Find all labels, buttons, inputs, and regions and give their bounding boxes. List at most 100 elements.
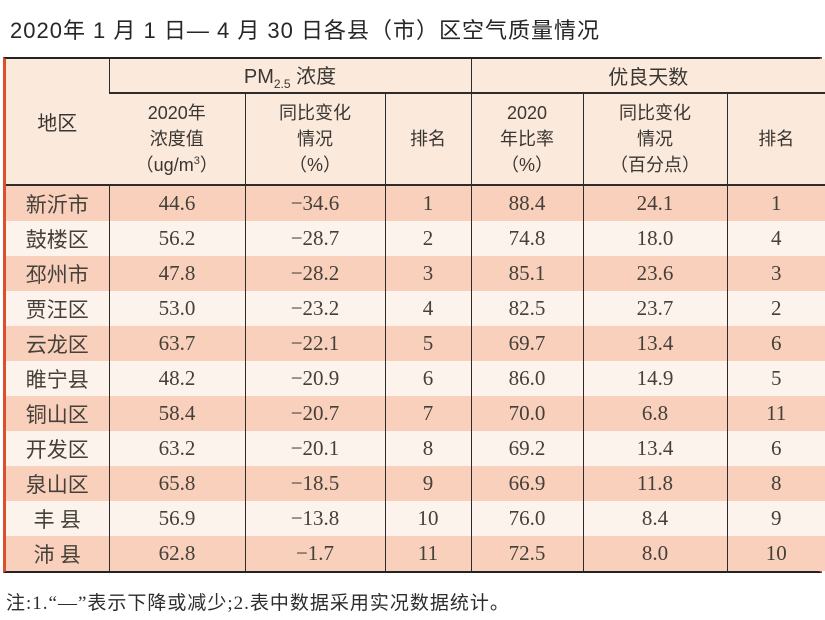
cell-pm-rank: 1 bbox=[384, 185, 472, 221]
cell-days-change: 24.1 bbox=[582, 185, 728, 221]
col-header-concentration: 2020年 浓度值 （ug/m3） bbox=[109, 93, 245, 186]
cell-pm-value: 62.8 bbox=[108, 536, 245, 571]
cell-region: 邳州市 bbox=[25, 262, 89, 287]
col-group-good-days: 优良天数 bbox=[470, 59, 825, 94]
pm25-label-suffix: 浓度 bbox=[290, 66, 337, 88]
cell-region: 贾汪区 bbox=[25, 297, 89, 322]
cell-pm-change: −28.2 bbox=[244, 256, 385, 291]
cell-pm-value: 44.6 bbox=[108, 185, 245, 221]
air-quality-table: 地区 PM2.5 浓度 优良天数 2020年 浓度值 （ug/m3） 同比变化 … bbox=[6, 59, 825, 571]
cell-days-rank: 2 bbox=[726, 291, 825, 326]
col-header-days-change: 同比变化 情况 （百分点） bbox=[582, 93, 728, 186]
cell-pm-value: 53.0 bbox=[108, 291, 245, 326]
cell-pm-change: −13.8 bbox=[244, 501, 385, 536]
cell-pm-value: 63.2 bbox=[108, 431, 245, 466]
cell-days-rank: 1 bbox=[726, 185, 825, 221]
cell-pm-change: −1.7 bbox=[244, 536, 385, 571]
cell-pm-change: −20.9 bbox=[244, 361, 385, 396]
cell-pm-change: −20.1 bbox=[244, 431, 385, 466]
cell-pm-rank: 9 bbox=[384, 466, 472, 501]
cell-region: 睢宁县 bbox=[25, 367, 89, 392]
table-group-header-row: 地区 PM2.5 浓度 优良天数 bbox=[6, 59, 825, 186]
cell-days-rank: 9 bbox=[726, 501, 825, 536]
cell-region: 丰 县 bbox=[33, 507, 81, 532]
cell-pm-rank: 7 bbox=[384, 396, 472, 431]
cell-region: 铜山区 bbox=[25, 402, 89, 427]
pm25-label-prefix: PM bbox=[243, 66, 274, 88]
cell-days-change: 23.7 bbox=[582, 291, 728, 326]
col-header-days-rank: 排名 bbox=[726, 93, 825, 186]
table-row: 贾汪区 53.0 −23.2 4 82.5 23.7 2 bbox=[6, 291, 825, 326]
cell-days-change: 23.6 bbox=[582, 256, 728, 291]
cell-days-ratio: 70.0 bbox=[470, 396, 584, 431]
cell-pm-rank: 10 bbox=[384, 501, 472, 536]
cell-region: 开发区 bbox=[25, 437, 89, 462]
col-header-ratio: 2020 年比率 （%） bbox=[470, 93, 584, 186]
table-row: 开发区 63.2 −20.1 8 69.2 13.4 6 bbox=[6, 431, 825, 466]
cell-days-ratio: 69.2 bbox=[470, 431, 584, 466]
cell-days-ratio: 85.1 bbox=[470, 256, 584, 291]
cell-days-rank: 5 bbox=[726, 361, 825, 396]
cell-pm-change: −22.1 bbox=[244, 326, 385, 361]
cell-days-ratio: 82.5 bbox=[470, 291, 584, 326]
air-quality-table-frame: 地区 PM2.5 浓度 优良天数 2020年 浓度值 （ug/m3） 同比变化 … bbox=[3, 57, 825, 573]
cell-pm-value: 56.2 bbox=[108, 221, 245, 256]
cell-days-ratio: 72.5 bbox=[470, 536, 584, 571]
cell-days-rank: 10 bbox=[726, 536, 825, 571]
cell-days-ratio: 86.0 bbox=[470, 361, 584, 396]
cell-days-change: 13.4 bbox=[582, 326, 728, 361]
cell-pm-value: 47.8 bbox=[108, 256, 245, 291]
cell-days-change: 8.0 bbox=[582, 536, 728, 571]
cell-days-change: 8.4 bbox=[582, 501, 728, 536]
cell-days-ratio: 88.4 bbox=[470, 185, 584, 221]
cell-days-change: 6.8 bbox=[582, 396, 728, 431]
cell-pm-value: 56.9 bbox=[108, 501, 245, 536]
table-row: 邳州市 47.8 −28.2 3 85.1 23.6 3 bbox=[6, 256, 825, 291]
cell-days-change: 14.9 bbox=[582, 361, 728, 396]
cell-pm-value: 48.2 bbox=[108, 361, 245, 396]
cell-pm-change: −34.6 bbox=[244, 185, 385, 221]
cell-pm-change: −20.7 bbox=[244, 396, 385, 431]
cell-days-rank: 3 bbox=[726, 256, 825, 291]
table-row: 睢宁县 48.2 −20.9 6 86.0 14.9 5 bbox=[6, 361, 825, 396]
table-footnote: 注:1.“—”表示下降或减少;2.表中数据采用实况数据统计。 bbox=[6, 593, 510, 614]
col-header-pm-change: 同比变化 情况 （%） bbox=[244, 93, 385, 186]
cell-days-change: 11.8 bbox=[582, 466, 728, 501]
table-row: 铜山区 58.4 −20.7 7 70.0 6.8 11 bbox=[6, 396, 825, 431]
table-row: 云龙区 63.7 −22.1 5 69.7 13.4 6 bbox=[6, 326, 825, 361]
cell-pm-rank: 5 bbox=[384, 326, 472, 361]
cell-pm-rank: 11 bbox=[384, 536, 472, 571]
cell-pm-change: −28.7 bbox=[244, 221, 385, 256]
col-header-region: 地区 bbox=[6, 59, 109, 186]
col-header-pm-rank: 排名 bbox=[384, 93, 472, 186]
cell-region: 鼓楼区 bbox=[25, 227, 89, 252]
cell-days-ratio: 76.0 bbox=[470, 501, 584, 536]
cell-pm-change: −18.5 bbox=[244, 466, 385, 501]
table-sub-header-row: 2020年 浓度值 （ug/m3） 同比变化 情况 （%） 排名 2020 年比… bbox=[6, 93, 825, 186]
cell-days-change: 13.4 bbox=[582, 431, 728, 466]
page-title: 2020年 1 月 1 日— 4 月 30 日各县（市）区空气质量情况 bbox=[10, 18, 601, 43]
pm25-label-subscript: 2.5 bbox=[273, 77, 291, 91]
cell-days-ratio: 74.8 bbox=[470, 221, 584, 256]
cell-pm-value: 63.7 bbox=[108, 326, 245, 361]
cell-pm-change: −23.2 bbox=[244, 291, 385, 326]
table-row: 鼓楼区 56.2 −28.7 2 74.8 18.0 4 bbox=[6, 221, 825, 256]
table-row: 泉山区 65.8 −18.5 9 66.9 11.8 8 bbox=[6, 466, 825, 501]
cell-days-ratio: 66.9 bbox=[470, 466, 584, 501]
cell-pm-rank: 3 bbox=[384, 256, 472, 291]
col-group-pm25: PM2.5 浓度 bbox=[108, 59, 472, 94]
cell-days-rank: 6 bbox=[726, 326, 825, 361]
table-row: 沛 县 62.8 −1.7 11 72.5 8.0 10 bbox=[6, 536, 825, 571]
cell-days-rank: 6 bbox=[726, 431, 825, 466]
cell-days-rank: 8 bbox=[726, 466, 825, 501]
cell-pm-value: 58.4 bbox=[108, 396, 245, 431]
cell-region: 云龙区 bbox=[25, 332, 89, 357]
cell-region: 新沂市 bbox=[25, 192, 89, 217]
cell-days-ratio: 69.7 bbox=[470, 326, 584, 361]
cell-pm-rank: 2 bbox=[384, 221, 472, 256]
cell-pm-rank: 4 bbox=[384, 291, 472, 326]
table-row: 新沂市 44.6 −34.6 1 88.4 24.1 1 bbox=[6, 185, 825, 221]
cell-pm-value: 65.8 bbox=[108, 466, 245, 501]
cell-days-change: 18.0 bbox=[582, 221, 728, 256]
cell-region: 沛 县 bbox=[33, 542, 81, 567]
